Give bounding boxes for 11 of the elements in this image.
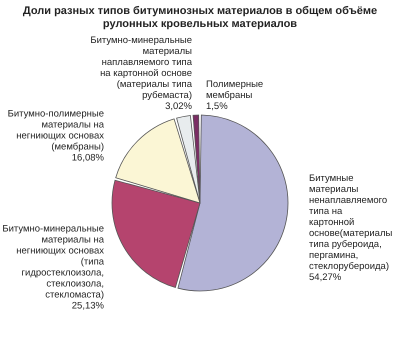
data-label: 3,02%: [165, 101, 193, 112]
data-label: 25,13%: [72, 300, 105, 312]
slice-label: Битумно-полимерные материалы на негниющих основах (мембраны): [8, 108, 105, 153]
slice-label: Полимерные мембраны: [206, 79, 264, 101]
data-label: 1,5%: [206, 101, 228, 112]
data-label: 16,08%: [72, 152, 105, 164]
data-label: 54,27%: [309, 272, 342, 284]
slice-label: Битумно-минеральные материалы на негниющих основах (типа гидростеклоизола, стеклоизола, стекломаста): [2, 223, 105, 300]
chart-title: Доли разных типов битуминозных материалов в общем объёме рулонных кровельных материалов: [22, 5, 378, 30]
category-label: Битумные материалы ненаплавляемого типа на картонной основе(материалы типа рубероида, пергамина, стеклорубероида): [309, 173, 392, 272]
slice-label: Битумно-минеральные материалы наплавляемого типа на картонной основе (материалы типа рубемаста): [90, 35, 193, 101]
